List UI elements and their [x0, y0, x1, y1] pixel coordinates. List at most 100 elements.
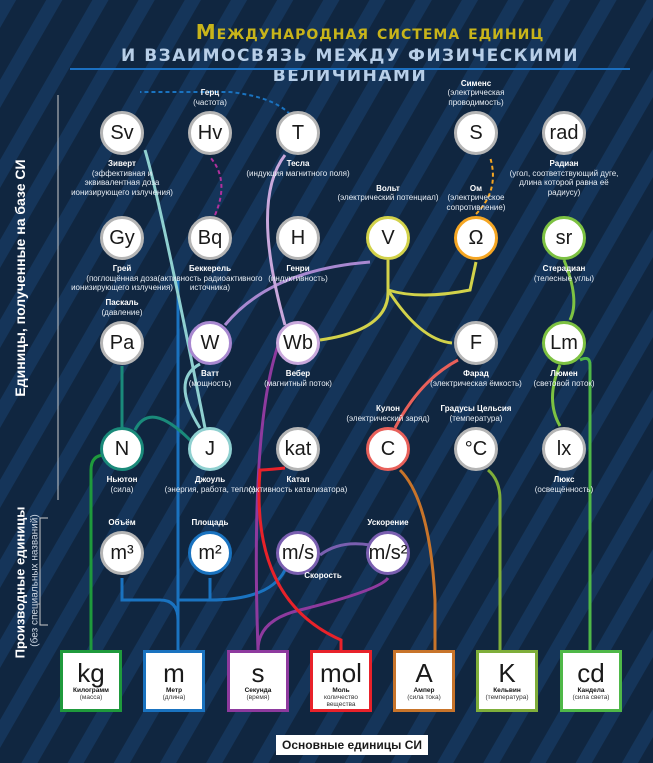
- unit-description: (электрическое сопротивление): [446, 193, 506, 212]
- base-unit-symbol: s: [251, 658, 265, 688]
- base-unit-name: Килограмм: [73, 687, 109, 694]
- unit-node: lx: [542, 427, 586, 471]
- unit-label: Градусы Цельсия (температура): [421, 404, 531, 423]
- unit-description: (частота): [193, 97, 227, 107]
- unit-description: (световой поток): [533, 378, 595, 388]
- base-unit-name: Кандела: [577, 687, 605, 694]
- unit-node: Hv: [188, 111, 232, 155]
- unit-node: Sv: [100, 111, 144, 155]
- unit-node: Gy: [100, 216, 144, 260]
- relation-arrow: [579, 356, 592, 650]
- unit-label: Джоуль (энергия, работа, тепло): [155, 475, 265, 494]
- unit-node: T: [276, 111, 320, 155]
- unit-node: rad: [542, 111, 586, 155]
- base-unit-name: Метр: [165, 687, 183, 694]
- unit-name: Площадь: [191, 517, 229, 527]
- unit-description: (давление): [101, 307, 143, 317]
- unit-description: (магнитный поток): [264, 378, 332, 388]
- unit-name: Тесла: [286, 159, 310, 168]
- unit-description: (активность катализатора): [248, 484, 348, 494]
- unit-node: N: [100, 427, 144, 471]
- unit-name: Люкс: [553, 475, 575, 484]
- base-unit-4: A Ампер (сила тока): [393, 650, 455, 712]
- relation-arrow: [209, 569, 287, 602]
- base-unit-symbol: cd: [577, 658, 605, 688]
- unit-label: Генри (индуктивность): [243, 264, 353, 283]
- unit-label: Ускорение: [333, 518, 443, 528]
- bracket-derived: [39, 517, 48, 626]
- unit-description: (угол, соответствующий дуге, длина котор…: [509, 168, 619, 197]
- unit-description: (электрическая ёмкость): [430, 378, 522, 388]
- footer-base-units: Основные единицы СИ: [276, 735, 429, 755]
- base-unit-description: (температура): [485, 694, 529, 701]
- base-unit-description: (сила света): [572, 694, 610, 701]
- unit-label: Кулон (электрический заряд): [333, 404, 443, 423]
- relation-arrow: [133, 415, 192, 442]
- relation-arrow: [386, 289, 453, 345]
- unit-name: Стерадиан: [542, 264, 586, 273]
- unit-label: Люкс (освещённость): [509, 475, 619, 494]
- relation-arrow: [254, 339, 282, 651]
- unit-description: (электрическая проводимость): [447, 88, 505, 107]
- unit-name: Ньютон: [106, 475, 138, 484]
- unit-name: Ускорение: [367, 517, 409, 527]
- unit-label: Площадь: [155, 518, 265, 528]
- unit-label: Паскаль (давление): [67, 298, 177, 317]
- unit-node: Ω: [454, 216, 498, 260]
- unit-description: (электрический потенциал): [337, 193, 439, 202]
- base-unit-symbol: A: [415, 658, 433, 688]
- unit-label: Фарад (электрическая ёмкость): [421, 369, 531, 388]
- base-unit-5: K Кельвин (температура): [476, 650, 538, 712]
- relation-arrow: [562, 259, 576, 321]
- unit-name: Зиверт: [108, 159, 136, 168]
- base-unit-name: Кельвин: [493, 687, 521, 694]
- subtitle: И ВЗАИМОСВЯЗЬ МЕЖДУ ФИЗИЧЕСКИМИ ВЕЛИЧИНА…: [121, 46, 579, 86]
- base-unit-name: Ампер: [413, 687, 435, 694]
- unit-node: Pa: [100, 321, 144, 365]
- relation-arrow: [393, 358, 459, 429]
- base-unit-symbol: m: [163, 658, 185, 688]
- base-unit-name: Секунда: [244, 687, 272, 694]
- unit-name: Ом: [469, 183, 483, 193]
- unit-node: J: [188, 427, 232, 471]
- relation-arrow: [120, 578, 180, 621]
- relation-arrow: [143, 149, 207, 429]
- unit-node: Lm: [542, 321, 586, 365]
- unit-node: kat: [276, 427, 320, 471]
- unit-label: Вольт (электрический потенциал): [333, 184, 443, 203]
- base-unit-description: количество вещества: [323, 694, 359, 708]
- unit-name: Фарад: [463, 369, 489, 378]
- unit-label: Герц (частота): [155, 88, 265, 107]
- relation-arrow: [257, 466, 343, 650]
- unit-name: Градусы Цельсия: [440, 404, 512, 413]
- side-label-derived-note: (без специальных названий): [29, 514, 41, 647]
- unit-description: (поглощённая доза ионизирующего излучени…: [71, 273, 173, 293]
- relation-arrow: [387, 261, 478, 297]
- unit-node: W: [188, 321, 232, 365]
- unit-name: Сименс: [460, 78, 492, 88]
- unit-label: Стерадиан (телесные углы): [509, 264, 619, 283]
- unit-description: (телесные углы): [533, 273, 595, 283]
- unit-node: S: [454, 111, 498, 155]
- relation-arrow: [266, 154, 287, 326]
- relation-arrow: [486, 468, 502, 650]
- base-unit-2: s Секунда (время): [227, 650, 289, 712]
- base-unit-symbol: mol: [320, 658, 362, 688]
- relation-arrow: [223, 260, 371, 326]
- unit-name: Вебер: [285, 369, 311, 378]
- unit-label: Ом (электрическое сопротивление): [421, 184, 531, 213]
- unit-name: Ватт: [200, 369, 220, 378]
- unit-node: Bq: [188, 216, 232, 260]
- base-unit-6: cd Кандела (сила света): [560, 650, 622, 712]
- base-unit-3: mol Моль количество вещества: [310, 650, 372, 712]
- unit-description: (мощность): [188, 378, 232, 388]
- unit-description: (эффективная и эквивалентная доза ионизи…: [71, 168, 173, 197]
- unit-name: Беккерель: [189, 264, 231, 273]
- relation-arrow: [183, 362, 202, 429]
- relation-arrow: [398, 468, 437, 650]
- base-unit-0: kg Килограмм (масса): [60, 650, 122, 712]
- unit-name: Вольт: [376, 183, 400, 193]
- unit-node: m/s: [276, 531, 320, 575]
- unit-name: Кулон: [376, 404, 400, 413]
- relation-arrow: [209, 156, 223, 216]
